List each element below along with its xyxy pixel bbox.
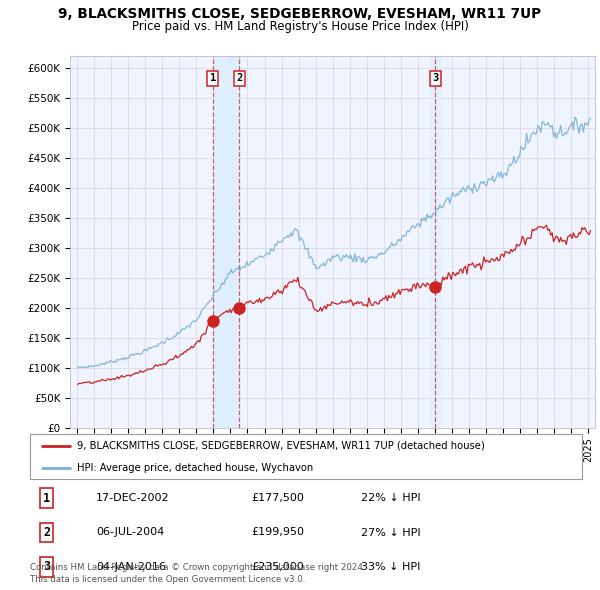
Text: 22% ↓ HPI: 22% ↓ HPI — [361, 493, 421, 503]
Text: £177,500: £177,500 — [251, 493, 304, 503]
FancyBboxPatch shape — [30, 434, 582, 479]
Text: 2: 2 — [43, 526, 50, 539]
Text: 2: 2 — [236, 73, 242, 83]
Text: 3: 3 — [43, 560, 50, 573]
Text: 1: 1 — [43, 491, 50, 505]
Text: 3: 3 — [432, 73, 438, 83]
Text: 06-JUL-2004: 06-JUL-2004 — [96, 527, 164, 537]
Text: Contains HM Land Registry data © Crown copyright and database right 2024.
This d: Contains HM Land Registry data © Crown c… — [30, 563, 365, 584]
Text: 27% ↓ HPI: 27% ↓ HPI — [361, 527, 421, 537]
Bar — [212, 56, 239, 428]
Text: £235,000: £235,000 — [251, 562, 304, 572]
Text: HPI: Average price, detached house, Wychavon: HPI: Average price, detached house, Wych… — [77, 463, 313, 473]
Text: £199,950: £199,950 — [251, 527, 304, 537]
Text: 33% ↓ HPI: 33% ↓ HPI — [361, 562, 421, 572]
Text: Price paid vs. HM Land Registry's House Price Index (HPI): Price paid vs. HM Land Registry's House … — [131, 20, 469, 33]
Text: 9, BLACKSMITHS CLOSE, SEDGEBERROW, EVESHAM, WR11 7UP: 9, BLACKSMITHS CLOSE, SEDGEBERROW, EVESH… — [59, 7, 542, 21]
Text: 1: 1 — [209, 73, 216, 83]
Text: 9, BLACKSMITHS CLOSE, SEDGEBERROW, EVESHAM, WR11 7UP (detached house): 9, BLACKSMITHS CLOSE, SEDGEBERROW, EVESH… — [77, 441, 485, 451]
Bar — [430, 56, 440, 428]
Text: 04-JAN-2016: 04-JAN-2016 — [96, 562, 166, 572]
Text: 17-DEC-2002: 17-DEC-2002 — [96, 493, 170, 503]
